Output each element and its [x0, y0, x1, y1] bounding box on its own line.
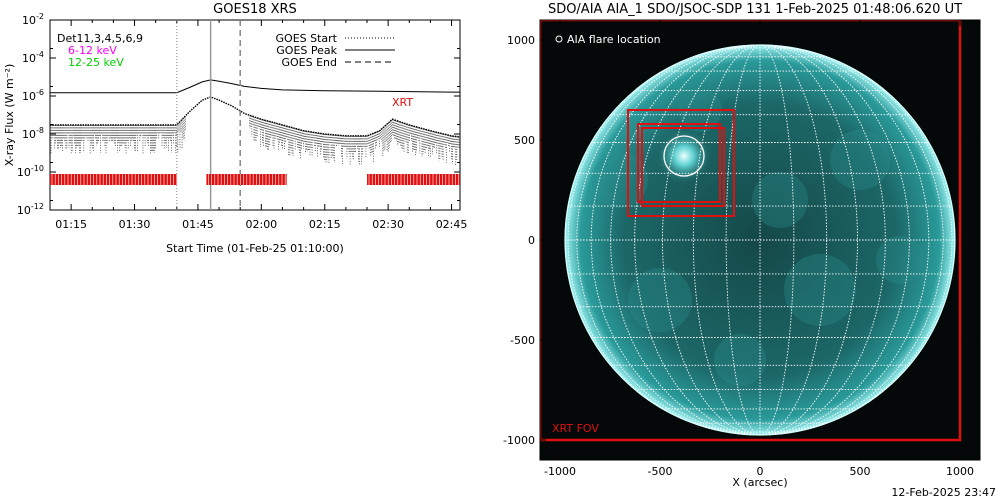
left-x-ticks: 01:15 01:30 01:45 02:00 02:15 02:30 02:45: [55, 20, 467, 231]
longitude-line: [759, 44, 953, 436]
legend-low-band: 6-12 keV: [68, 44, 117, 57]
y-tick-exponent: -4: [36, 50, 44, 59]
activity-region: [592, 152, 648, 208]
activity-region: [752, 172, 808, 228]
right-y-tick-label: 500: [514, 134, 535, 147]
solar-activity-regions: [592, 88, 924, 386]
longitude-line: [759, 44, 930, 436]
solar-limb: [564, 44, 956, 436]
flux-series: [50, 79, 460, 138]
goes-xrs-plot: GOES18 XRS 10-2 10-4 10-6 10-8 10-10 10-12 01…: [3, 2, 467, 255]
right-y-tick-label: -500: [510, 334, 535, 347]
right-x-tick-label: -500: [648, 465, 673, 478]
right-y-tick-label: 1000: [507, 34, 535, 47]
legend-goes-start: GOES Start: [276, 32, 338, 45]
aia-flare-location-circle: [663, 135, 705, 177]
xrt-fov-label: XRT FOV: [552, 422, 599, 435]
right-x-ticks: -1000 -500 0 500 1000: [544, 20, 974, 478]
left-title: GOES18 XRS: [213, 2, 297, 17]
x-tick-label: 01:45: [182, 218, 214, 231]
longitude-line: [567, 44, 761, 436]
activity-region: [830, 130, 890, 190]
left-y-axis-label: X-ray Flux (W m⁻²): [3, 64, 16, 166]
flare-legend-label: AIA flare location: [567, 33, 661, 46]
right-x-tick-label: 500: [850, 465, 871, 478]
x-tick-label: 02:15: [309, 218, 341, 231]
xrt-coverage-segment: [50, 174, 177, 185]
right-y-tick-label: -1000: [503, 434, 535, 447]
y-tick-label: 10-2: [22, 12, 44, 27]
xrt-pointing-boxes: [627, 109, 735, 217]
y-tick-label: 10-4: [22, 50, 44, 65]
xrt-pointing-box: [637, 123, 721, 203]
right-x-axis-label: X (arcsec): [732, 476, 787, 489]
y-tick-label: 10-8: [22, 126, 44, 141]
y-tick-exponent: -8: [36, 126, 44, 135]
longitude-line: [759, 44, 944, 436]
x-tick-label: 01:30: [119, 218, 151, 231]
x-tick-label: 02:30: [372, 218, 404, 231]
right-title: SDO/AIA AIA_1 SDO/JSOC-SDP 131 1-Feb-202…: [548, 2, 962, 17]
series-upper-line: [50, 79, 460, 94]
legend-goes-peak: GOES Peak: [276, 44, 337, 57]
y-tick-label: 10-6: [22, 88, 44, 103]
right-x-tick-label: 0: [757, 465, 764, 478]
activity-region: [628, 268, 692, 332]
flare-legend-marker: [555, 35, 563, 43]
longitude-line: [759, 44, 910, 436]
aia-image-plot: SDO/AIA AIA_1 SDO/JSOC-SDP 131 1-Feb-202…: [503, 2, 981, 489]
xrt-label: XRT: [392, 96, 413, 109]
xrt-pointing-box: [641, 127, 725, 207]
left-y-ticks: 10-2 10-4 10-6 10-8 10-10 10-12: [17, 12, 460, 217]
longitude-line: [662, 44, 761, 436]
right-x-tick-label: -1000: [544, 465, 576, 478]
longitude-line: [759, 44, 795, 436]
heliographic-grid: [564, 44, 956, 436]
xrt-coverage-segment: [367, 174, 460, 185]
y-tick-exponent: -10: [31, 164, 44, 173]
y-tick-label: 10-12: [17, 202, 44, 217]
longitude-line: [590, 44, 761, 436]
left-plot-frame: [49, 19, 461, 211]
y-tick-exponent: -2: [36, 12, 44, 21]
activity-region: [876, 236, 924, 284]
flux-noise-band: [50, 115, 460, 166]
right-y-ticks: 1000 500 0 -500 -1000: [503, 34, 980, 447]
legend-detectors: Det11,3,4,5,6,9: [57, 32, 143, 45]
longitude-line: [634, 44, 761, 436]
x-tick-label: 02:00: [245, 218, 277, 231]
y-tick-label: 10-10: [17, 164, 44, 179]
activity-region: [784, 254, 856, 326]
legend-goes-end: GOES End: [281, 56, 337, 69]
series-lower-line: [50, 96, 460, 138]
y-tick-exponent: -12: [31, 202, 44, 211]
x-tick-label: 01:15: [55, 218, 87, 231]
y-tick-exponent: -6: [36, 88, 44, 97]
xrt-coverage-bars: [50, 174, 460, 185]
xrt-pointing-box: [627, 109, 735, 217]
longitude-line: [576, 44, 761, 436]
x-tick-label: 02:45: [436, 218, 468, 231]
footer-timestamp: 12-Feb-2025 23:47: [891, 486, 996, 499]
left-x-axis-label: Start Time (01-Feb-25 01:10:00): [166, 242, 344, 255]
longitude-line: [610, 44, 761, 436]
legend-high-band: 12-25 keV: [68, 56, 124, 69]
right-y-tick-label: 0: [528, 234, 535, 247]
longitude-line: [759, 44, 886, 436]
longitude-line: [759, 44, 858, 436]
right-x-tick-label: 1000: [946, 465, 974, 478]
xrt-fov-box: [540, 20, 962, 442]
activity-region: [714, 334, 766, 386]
longitude-line: [725, 44, 761, 436]
